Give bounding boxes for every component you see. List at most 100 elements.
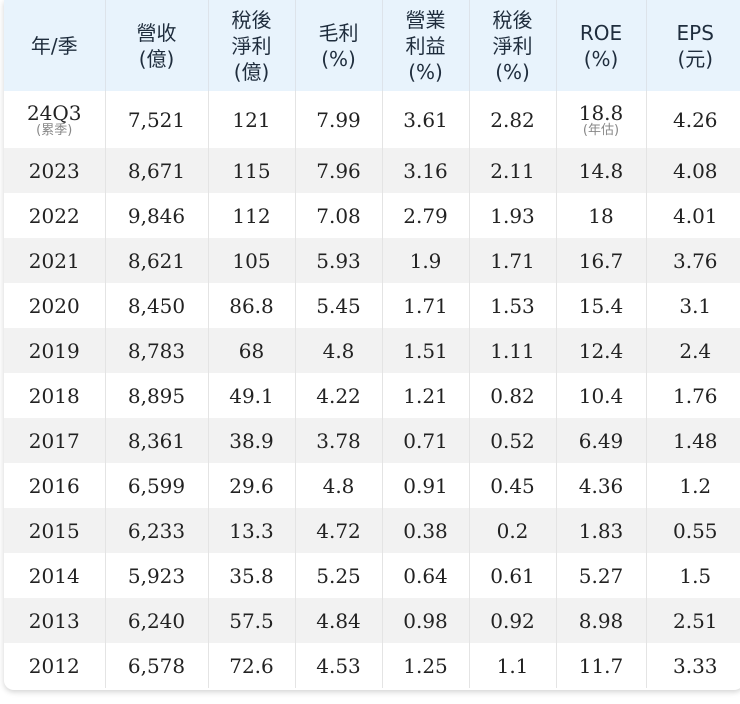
cell-net-margin: 2.82 [469, 91, 557, 148]
cell-net-margin: 0.45 [469, 463, 557, 508]
cell-net-margin: 0.2 [469, 508, 557, 553]
cell-roe: 8.98 [556, 598, 647, 643]
table-row: 2017 8,361 38.9 3.78 0.71 0.52 6.49 1.48 [4, 418, 740, 463]
cell-revenue: 9,846 [105, 193, 209, 238]
column-header-line: EPS [676, 20, 714, 45]
cell-eps: 3.76 [646, 238, 740, 283]
cell-roe: 6.49 [556, 418, 647, 463]
cell-net-margin: 0.61 [469, 553, 557, 598]
cell-operating-margin: 0.98 [382, 598, 470, 643]
table-row: 2015 6,233 13.3 4.72 0.38 0.2 1.83 0.55 [4, 508, 740, 553]
financial-table: 年/季 營收 (億) 稅後 淨利 (億) 毛利 (%) 營業 利益 (%) 稅後 淨利 (%) ROE (%)… [4, 0, 740, 688]
cell-net-income: 13.3 [208, 508, 296, 553]
cell-operating-margin: 0.64 [382, 553, 470, 598]
column-header-line: 年/季 [30, 33, 78, 58]
cell-net-margin: 1.11 [469, 328, 557, 373]
column-header-net-income: 稅後 淨利 (億) [208, 0, 296, 91]
table-header-row: 年/季 營收 (億) 稅後 淨利 (億) 毛利 (%) 營業 利益 (%) 稅後 淨利 (%) ROE (%)… [4, 0, 740, 91]
cell-gross-margin: 4.22 [295, 373, 383, 418]
column-header-gross-margin: 毛利 (%) [295, 0, 383, 91]
table-row-24q3: 24Q3 (累季) 7,521 121 7.99 3.61 2.82 18.8 … [4, 91, 740, 148]
cell-net-income: 112 [208, 193, 296, 238]
cell-period: 2019 [4, 328, 106, 373]
table-row: 2012 6,578 72.6 4.53 1.25 1.1 11.7 3.33 [4, 643, 740, 688]
table-row: 2019 8,783 68 4.8 1.51 1.11 12.4 2.4 [4, 328, 740, 373]
cell-operating-margin: 1.21 [382, 373, 470, 418]
column-header-line: 利益 [405, 33, 446, 58]
column-header-line: 淨利 [492, 33, 533, 58]
cell-operating-margin: 2.79 [382, 193, 470, 238]
column-header-net-margin: 稅後 淨利 (%) [469, 0, 557, 91]
column-header-line: (%) [583, 46, 619, 71]
cell-operating-margin: 1.25 [382, 643, 470, 688]
column-header-roe: ROE (%) [556, 0, 647, 91]
cell-period: 2021 [4, 238, 106, 283]
cell-operating-margin: 3.61 [382, 91, 470, 148]
cell-operating-margin: 1.71 [382, 283, 470, 328]
cell-roe: 15.4 [556, 283, 647, 328]
cell-period: 2013 [4, 598, 106, 643]
column-header-line: 營收 [136, 20, 177, 45]
cell-gross-margin: 7.08 [295, 193, 383, 238]
column-header-year-quarter: 年/季 [4, 0, 106, 91]
cell-eps: 2.4 [646, 328, 740, 373]
cell-roe: 1.83 [556, 508, 647, 553]
cell-operating-margin: 3.16 [382, 148, 470, 193]
cell-roe: 18.8 (年估) [556, 91, 647, 148]
cell-net-margin: 0.92 [469, 598, 557, 643]
cell-revenue: 6,578 [105, 643, 209, 688]
cell-operating-margin: 0.71 [382, 418, 470, 463]
table-row: 2014 5,923 35.8 5.25 0.64 0.61 5.27 1.5 [4, 553, 740, 598]
cell-roe: 16.7 [556, 238, 647, 283]
cell-net-income: 49.1 [208, 373, 296, 418]
cell-period: 2023 [4, 148, 106, 193]
table-row: 2021 8,621 105 5.93 1.9 1.71 16.7 3.76 [4, 238, 740, 283]
cell-roe: 5.27 [556, 553, 647, 598]
cell-eps: 3.33 [646, 643, 740, 688]
table-row: 2020 8,450 86.8 5.45 1.71 1.53 15.4 3.1 [4, 283, 740, 328]
cell-period: 2014 [4, 553, 106, 598]
cell-net-margin: 1.1 [469, 643, 557, 688]
cell-eps: 0.55 [646, 508, 740, 553]
cell-gross-margin: 5.25 [295, 553, 383, 598]
column-header-line: 稅後 [231, 7, 272, 32]
cell-roe: 12.4 [556, 328, 647, 373]
cell-gross-margin: 7.96 [295, 148, 383, 193]
cell-net-income: 68 [208, 328, 296, 373]
cell-gross-margin: 4.8 [295, 463, 383, 508]
column-header-line: ROE [579, 20, 623, 45]
cell-period: 2022 [4, 193, 106, 238]
table-row: 2018 8,895 49.1 4.22 1.21 0.82 10.4 1.76 [4, 373, 740, 418]
cell-gross-margin: 4.72 [295, 508, 383, 553]
cell-revenue: 6,233 [105, 508, 209, 553]
cell-revenue: 6,599 [105, 463, 209, 508]
cell-revenue: 8,895 [105, 373, 209, 418]
cell-gross-margin: 4.8 [295, 328, 383, 373]
cell-roe: 14.8 [556, 148, 647, 193]
cell-revenue: 8,450 [105, 283, 209, 328]
column-header-revenue: 營收 (億) [105, 0, 209, 91]
column-header-line: 營業 [405, 7, 446, 32]
table-row: 2023 8,671 115 7.96 3.16 2.11 14.8 4.08 [4, 148, 740, 193]
cell-period: 24Q3 (累季) [4, 91, 106, 148]
column-header-line: 毛利 [318, 20, 359, 45]
cell-net-income: 57.5 [208, 598, 296, 643]
cell-revenue: 7,521 [105, 91, 209, 148]
cell-gross-margin: 5.93 [295, 238, 383, 283]
cell-period: 2018 [4, 373, 106, 418]
cell-net-margin: 1.71 [469, 238, 557, 283]
cell-eps: 1.76 [646, 373, 740, 418]
cell-period: 2017 [4, 418, 106, 463]
cell-period: 2020 [4, 283, 106, 328]
cell-net-margin: 0.82 [469, 373, 557, 418]
cell-gross-margin: 7.99 [295, 91, 383, 148]
cell-eps: 1.2 [646, 463, 740, 508]
cell-revenue: 8,671 [105, 148, 209, 193]
cell-period: 2012 [4, 643, 106, 688]
cell-gross-margin: 5.45 [295, 283, 383, 328]
column-header-line: 稅後 [492, 7, 533, 32]
table-row: 2016 6,599 29.6 4.8 0.91 0.45 4.36 1.2 [4, 463, 740, 508]
column-header-eps: EPS (元) [646, 0, 740, 91]
cell-net-income: 105 [208, 238, 296, 283]
financial-table-card: 年/季 營收 (億) 稅後 淨利 (億) 毛利 (%) 營業 利益 (%) 稅後 淨利 (%) ROE (%)… [4, 0, 740, 690]
